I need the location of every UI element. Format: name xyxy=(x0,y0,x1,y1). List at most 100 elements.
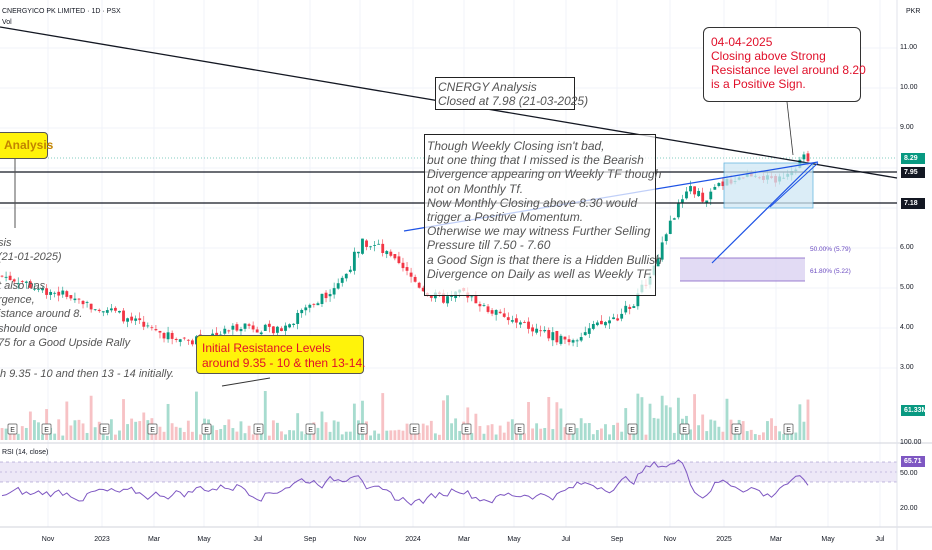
event-marker[interactable] xyxy=(627,423,638,435)
candle-body xyxy=(190,340,194,345)
rsi-tick: 100.00 xyxy=(900,439,922,446)
event-marker[interactable] xyxy=(7,423,18,435)
volume-bar xyxy=(640,397,644,440)
event-marker[interactable] xyxy=(409,423,420,435)
rsi-tick: 50.00 xyxy=(900,470,918,477)
event-marker[interactable] xyxy=(783,423,794,435)
time-tick: Nov xyxy=(663,536,677,543)
candle-body xyxy=(624,305,628,313)
volume-bar xyxy=(636,393,640,440)
candle-body xyxy=(474,295,478,304)
volume-bar xyxy=(288,430,291,440)
candle-body xyxy=(806,153,810,162)
candle-body xyxy=(668,220,672,234)
volume-bar xyxy=(652,417,656,440)
event-marker-label: E xyxy=(786,427,791,434)
candle-body xyxy=(421,287,425,292)
candle-body xyxy=(628,306,632,309)
event-marker[interactable] xyxy=(41,423,52,435)
rising-trendline-3[interactable] xyxy=(769,162,819,208)
volume-bar xyxy=(361,400,364,440)
price-tick: 10.00 xyxy=(900,84,918,91)
volume-bar xyxy=(118,430,121,440)
volume-bar xyxy=(527,402,530,440)
event-marker[interactable] xyxy=(357,423,368,435)
candle-body xyxy=(490,310,494,314)
price-tag: 61.33M xyxy=(901,405,927,416)
candle-body xyxy=(292,323,296,325)
time-tick: May xyxy=(821,536,835,543)
volume-bar xyxy=(227,419,231,440)
candle-body xyxy=(604,322,607,326)
volume-bar xyxy=(741,421,745,440)
analysis-box[interactable]: CNERGY Analysis Closed at 7.98 (21-03-20… xyxy=(435,77,588,110)
volume-bar xyxy=(397,429,401,440)
candle-body xyxy=(332,288,336,295)
candle-body xyxy=(498,311,502,314)
rising-trendline-2[interactable] xyxy=(711,162,814,264)
volume-bar xyxy=(81,423,85,440)
event-marker[interactable] xyxy=(731,423,742,435)
candle-body xyxy=(539,330,543,332)
time-tick: Nov xyxy=(41,536,55,543)
event-marker[interactable] xyxy=(565,423,576,435)
volume-bar xyxy=(122,399,125,440)
candle-body xyxy=(547,329,551,339)
event-marker[interactable] xyxy=(679,423,690,435)
candle-body xyxy=(296,312,300,324)
volume-bar xyxy=(745,431,749,440)
event-marker-label: E xyxy=(568,427,573,434)
candle-body xyxy=(620,313,624,319)
volume-bar xyxy=(271,420,275,440)
candle-body xyxy=(81,300,85,305)
volume-bar xyxy=(429,420,433,440)
volume-bar xyxy=(320,411,324,440)
volume-bar xyxy=(389,430,393,440)
candle-body xyxy=(118,310,121,313)
left-marker-label[interactable]: Analysis xyxy=(0,132,53,159)
candle-body xyxy=(632,306,636,308)
volume-bar xyxy=(199,434,202,440)
event-marker[interactable] xyxy=(514,423,525,435)
callout-box[interactable]: 04-04-2025 Closing above Strong Resistan… xyxy=(703,27,866,102)
volume-bar xyxy=(583,423,587,440)
volume-bar xyxy=(668,407,672,440)
candle-body xyxy=(316,303,320,306)
volume-bar xyxy=(474,413,478,440)
event-marker[interactable] xyxy=(305,423,316,435)
candle-body xyxy=(681,199,684,203)
rsi-label: RSI (14, close) xyxy=(2,449,49,456)
event-marker[interactable] xyxy=(461,423,472,435)
candle-body xyxy=(571,340,575,343)
event-marker[interactable] xyxy=(201,423,212,435)
initial-resistance-note[interactable]: Initial Resistance Levels around 9.35 - … xyxy=(196,335,365,374)
volume-bar xyxy=(77,419,81,440)
price-tag: 7.18 xyxy=(901,198,925,209)
weekly-note[interactable]: Though Weekly Closing isn't bad, but one… xyxy=(424,134,662,296)
volume-bar xyxy=(130,418,134,440)
rsi-band xyxy=(0,462,897,482)
volume-bar xyxy=(559,408,563,440)
volume-bar xyxy=(482,433,486,440)
candle-body xyxy=(284,325,287,331)
currency-label: PKR xyxy=(906,8,921,15)
event-marker[interactable] xyxy=(99,423,110,435)
candle-body xyxy=(478,304,482,307)
candle-body xyxy=(705,200,709,203)
volume-bar xyxy=(446,395,449,440)
volume-bar xyxy=(608,434,611,440)
volume-bar xyxy=(632,431,636,440)
volume-bar xyxy=(417,432,421,440)
event-marker-label: E xyxy=(734,427,739,434)
candle-body xyxy=(535,328,539,333)
volume-bar xyxy=(486,425,490,440)
event-marker[interactable] xyxy=(253,423,264,435)
volume-bar xyxy=(806,399,810,440)
volume-bar xyxy=(502,432,506,440)
fib-zone[interactable] xyxy=(680,258,805,281)
volume-bar xyxy=(697,425,701,440)
candle-body xyxy=(243,323,247,329)
time-tick: Mar xyxy=(769,536,783,543)
event-marker[interactable] xyxy=(147,423,158,435)
event-marker-label: E xyxy=(204,427,209,434)
